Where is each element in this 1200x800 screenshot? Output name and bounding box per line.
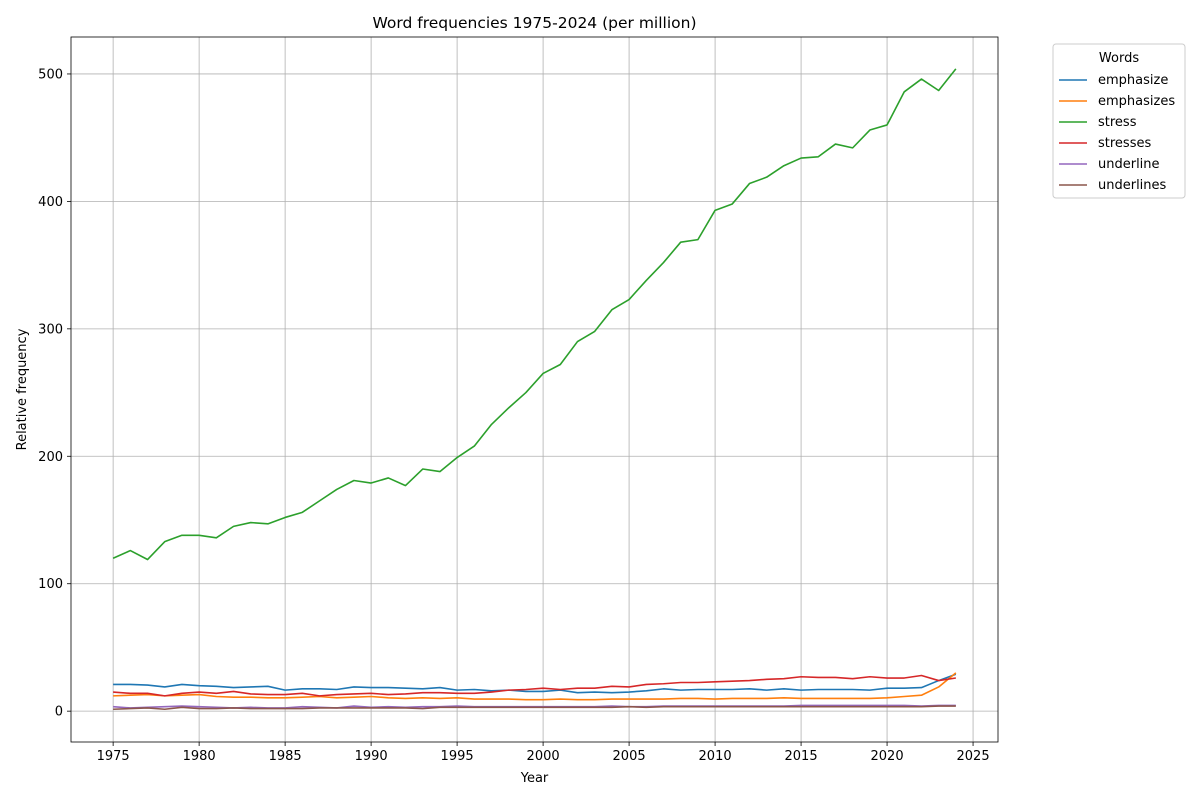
y-tick-label: 200 — [38, 450, 63, 465]
x-tick-label: 2005 — [613, 749, 646, 764]
series-line-emphasizes — [113, 672, 957, 701]
x-tick-label: 2010 — [699, 749, 732, 764]
x-axis-title: Year — [520, 771, 549, 786]
y-tick-label: 400 — [38, 195, 63, 210]
series-line-underlines — [113, 705, 956, 711]
grid-layer — [71, 37, 998, 742]
x-tick-label: 1980 — [183, 749, 216, 764]
legend-label-underlines: underlines — [1098, 178, 1167, 193]
legend-label-emphasize: emphasize — [1098, 73, 1168, 88]
x-tick-label: 1995 — [441, 749, 474, 764]
y-axis-title: Relative frequency — [15, 328, 30, 450]
tick-layer: 1975 1980 1985 1990 1995 2000 2005 2010 2015 2020… — [38, 67, 989, 764]
y-tick-label: 500 — [38, 67, 63, 82]
series-layer — [112, 68, 957, 711]
legend-title: Words — [1099, 51, 1139, 66]
y-tick-label: 0 — [55, 705, 63, 720]
x-tick-label: 1985 — [269, 749, 302, 764]
x-tick-label: 2020 — [871, 749, 904, 764]
legend-label-underline: underline — [1098, 157, 1160, 172]
x-tick-label: 2015 — [785, 749, 818, 764]
legend-label-emphasizes: emphasizes — [1098, 94, 1175, 109]
legend-label-stresses: stresses — [1098, 136, 1151, 151]
legend-box — [1052, 43, 1186, 199]
series-line-stress — [112, 68, 957, 561]
plot-frame — [70, 36, 999, 743]
y-tick-label: 300 — [38, 322, 63, 337]
x-tick-label: 1975 — [97, 749, 130, 764]
series-line-emphasize — [113, 673, 957, 694]
chart-title: Word frequencies 1975-2024 (per million) — [373, 14, 697, 32]
x-tick-label: 2000 — [527, 749, 560, 764]
x-tick-label: 1990 — [355, 749, 388, 764]
legend-entries: emphasize emphasizes stress stresses underli… — [1059, 73, 1175, 193]
x-tick-label: 2025 — [957, 749, 990, 764]
legend-label-stress: stress — [1098, 115, 1137, 130]
legend: Words emphasize emphasizes stress stresses u… — [1052, 43, 1186, 199]
y-tick-label: 100 — [38, 577, 63, 592]
series-line-stresses — [113, 674, 956, 697]
